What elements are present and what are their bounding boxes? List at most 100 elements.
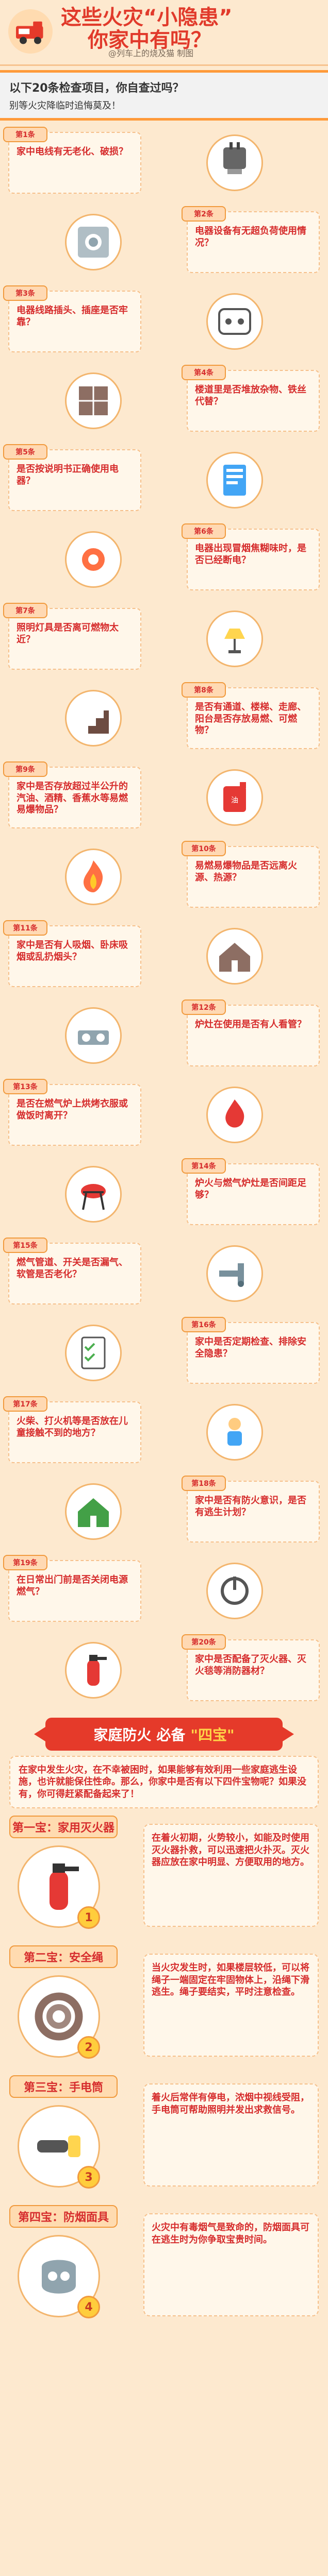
banner-mid: 必备	[156, 1726, 186, 1743]
item-text: 燃气管道、开关是否漏气、软管是否老化？	[17, 1257, 128, 1280]
treasure-text: 着火后常伴有停电，浓烟中视线受阻，手电筒可帮助照明并发出求救信号。	[143, 2083, 319, 2187]
list-item: 第10条易燃易爆物品是否远离火源、热源？	[0, 840, 328, 914]
title-line-1: 这些火灾“小隐患”	[61, 6, 233, 29]
checklist-icon	[65, 1325, 122, 1381]
item-badge: 第4条	[182, 365, 226, 380]
list-item: 第11条家中是否有人吸烟、卧床吸烟或乱扔烟头？	[0, 919, 328, 993]
section-banner: 家庭防火 必备 "四宝"	[34, 1718, 294, 1751]
list-item: 第9条 家中是否存放超过半公升的汽油、酒精、香蕉水等易燃易爆物品？ 油	[0, 760, 328, 835]
credit-text: @列车上的烧及猫 制图	[108, 48, 194, 58]
title-line-2: 你家中有吗？	[88, 28, 211, 52]
gear-icon	[65, 531, 122, 588]
item-icon-zone	[0, 1642, 187, 1699]
item-icon-zone	[0, 1483, 187, 1540]
item-card: 第10条易燃易爆物品是否远离火源、热源？	[182, 841, 320, 908]
item-badge: 第10条	[182, 841, 226, 856]
page: 这些火灾“小隐患” 你家中有吗？ @列车上的烧及猫 制图 以下20条检查项目，你…	[0, 6, 328, 2329]
storage-icon	[65, 372, 122, 429]
item-text: 家中是否有防火意识，是否有逃生计划？	[195, 1495, 306, 1518]
item-card: 第16条 家中是否定期检查、排除安全隐患？	[182, 1317, 320, 1384]
treasure-item: 第三宝：手电筒 3 着火后常伴有停电，浓烟中视线受阻，手电筒可帮助照明并发出求救信号…	[9, 2075, 319, 2199]
intro-line-1: 以下20条检查项目，你自查过吗？	[9, 82, 184, 95]
item-badge: 第17条	[3, 1396, 47, 1412]
item-card: 第13条 是否在燃气炉上烘烤衣服或做饭时离开？	[3, 1079, 141, 1146]
item-icon-zone	[0, 372, 187, 429]
item-badge: 第7条	[3, 603, 47, 618]
treasure-number: 4	[77, 2296, 100, 2319]
item-badge: 第18条	[182, 1476, 226, 1491]
item-icon-zone	[141, 452, 328, 509]
item-text: 炉灶在使用是否有人看管？	[195, 1019, 306, 1030]
item-card: 第1条家中电线有无老化、破损？	[3, 127, 141, 194]
item-icon-zone	[141, 928, 328, 985]
item-card: 第2条 电器设备有无超负荷使用情况？	[182, 206, 320, 273]
item-badge: 第1条	[3, 127, 47, 142]
item-badge: 第5条	[3, 444, 47, 460]
item-card: 第14条炉火与燃气炉灶是否间距足够？	[182, 1158, 320, 1225]
flashlight-icon	[18, 2105, 100, 2188]
item-icon-zone	[0, 1007, 187, 1064]
list-item: 第8条 是否有通道、楼梯、走廊、阳台是否存放易燃、可燃物？	[0, 681, 328, 755]
items-list: 第1条家中电线有无老化、破损？ 第2条 电器设备有无超负荷使用情况？ 第3条 电器线路插…	[0, 126, 328, 1707]
item-text: 易燃易爆物品是否远离火源、热源？	[195, 860, 297, 883]
treasure-number: 1	[77, 1906, 100, 1929]
extinguisher-icon	[18, 1845, 100, 1928]
item-badge: 第6条	[182, 523, 226, 539]
item-card: 第17条火柴、打火机等是否放在儿童接触不到的地方？	[3, 1396, 141, 1463]
item-badge: 第11条	[3, 920, 47, 936]
treasure-item: 第四宝：防烟面具 4 火灾中有毒烟气是致命的，防烟面具可在逃生时为你争取宝贵时间。	[9, 2205, 319, 2329]
list-item: 第15条 燃气管道、开关是否漏气、软管是否老化？	[0, 1236, 328, 1311]
treasure-item: 第一宝：家用灭火器 1 在着火初期，火势较小，如能及时使用灭火器扑救，可以迅速把火扑…	[9, 1816, 319, 1940]
item-icon-zone	[141, 293, 328, 350]
item-icon-zone	[0, 1166, 187, 1223]
stairs-icon	[65, 690, 122, 747]
treasure-text: 当火灾发生时，如果楼层较低，可以将绳子一端固定在牢固物体上，沿绳下滑逃生。绳子要…	[143, 1954, 319, 2057]
item-card: 第15条 燃气管道、开关是否漏气、软管是否老化？	[3, 1238, 141, 1304]
list-item: 第13条 是否在燃气炉上烘烤衣服或做饭时离开？	[0, 1078, 328, 1152]
treasure-number: 2	[77, 2036, 100, 2059]
treasure-text: 在着火初期，火势较小，如能及时使用灭火器扑救，可以迅速把火扑灭。灭火器应放在家中…	[143, 1824, 319, 1927]
fire-icon	[206, 1087, 263, 1143]
item-text: 家中是否有人吸烟、卧床吸烟或乱扔烟头？	[17, 940, 128, 962]
exit-house-icon	[65, 1483, 122, 1540]
item-card: 第12条 炉灶在使用是否有人看管？	[182, 999, 320, 1066]
power-icon	[206, 1563, 263, 1619]
item-text: 火柴、打火机等是否放在儿童接触不到的地方？	[17, 1416, 128, 1438]
manual-icon	[206, 452, 263, 509]
item-card: 第18条家中是否有防火意识，是否有逃生计划？	[182, 1476, 320, 1543]
item-badge: 第19条	[3, 1555, 47, 1570]
item-icon-zone	[0, 849, 187, 905]
item-icon-zone	[0, 690, 187, 747]
fire-truck-icon	[8, 9, 53, 54]
list-item: 第5条是否按说明书正确使用电器？	[0, 443, 328, 517]
item-badge: 第14条	[182, 1158, 226, 1174]
list-item: 第12条 炉灶在使用是否有人看管？	[0, 998, 328, 1073]
svg-text:油: 油	[231, 796, 238, 805]
intro-box: 以下20条检查项目，你自查过吗？ 别等火灾降临时追悔莫及！	[0, 70, 328, 121]
intro-line-2: 别等火灾降临时追悔莫及！	[9, 100, 121, 111]
plug-icon	[206, 134, 263, 191]
socket-icon	[206, 293, 263, 350]
banner-left: 家庭防火	[93, 1726, 152, 1743]
item-card: 第5条是否按说明书正确使用电器？	[3, 444, 141, 511]
list-item: 第2条 电器设备有无超负荷使用情况？	[0, 205, 328, 279]
item-card: 第4条 楼道里是否堆放杂物、铁丝代替？	[182, 365, 320, 432]
item-badge: 第16条	[182, 1317, 226, 1332]
item-text: 是否在燃气炉上烘烤衣服或做饭时离开？	[17, 1098, 128, 1121]
item-badge: 第8条	[182, 682, 226, 698]
banner-right: "四宝"	[190, 1726, 235, 1743]
stove-icon	[65, 1007, 122, 1064]
item-text: 电器设备有无超负荷使用情况？	[195, 226, 306, 248]
item-icon-zone	[141, 1563, 328, 1619]
item-icon-zone	[141, 611, 328, 667]
item-text: 在日常出门前是否关闭电源燃气？	[17, 1574, 128, 1597]
list-item: 第6条 电器出现冒烟焦糊味时，是否已经断电？	[0, 522, 328, 597]
appliance-icon	[65, 214, 122, 270]
item-icon-zone	[0, 1325, 187, 1381]
treasure-intro: 在家中发生火灾，在不幸被困时，如果能够有效利用一些家庭逃生设施，也许就能保住性命…	[9, 1756, 319, 1809]
item-text: 是否按说明书正确使用电器？	[17, 464, 119, 486]
item-text: 家中电线有无老化、破损？	[17, 146, 128, 157]
item-text: 电器线路插头、插座是否牢靠？	[17, 305, 128, 328]
item-text: 炉火与燃气炉灶是否间距足够？	[195, 1178, 306, 1200]
list-item: 第3条 电器线路插头、插座是否牢靠？	[0, 284, 328, 359]
